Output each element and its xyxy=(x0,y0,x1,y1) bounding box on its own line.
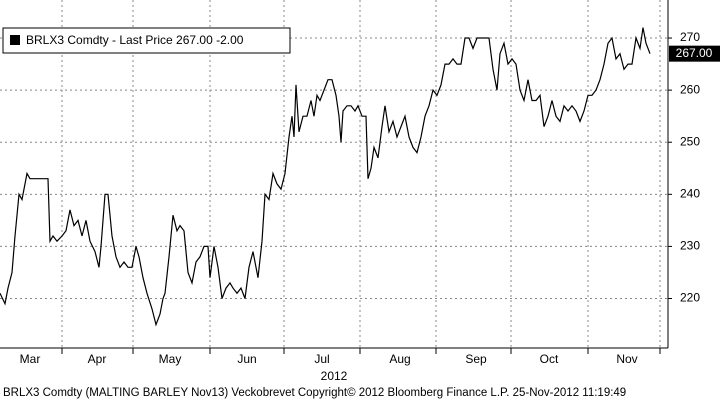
x-tick-label: May xyxy=(159,352,182,366)
footer: BRLX3 Comdty (MALTING BARLEY Nov13) Veck… xyxy=(3,387,626,399)
y-tick-label: 240 xyxy=(680,186,700,200)
x-tick-label: Aug xyxy=(389,352,410,366)
x-tick-label: Apr xyxy=(88,352,107,366)
price-line xyxy=(0,27,651,327)
y-tick-label: 230 xyxy=(680,239,700,253)
last-price-label: 267.00 xyxy=(676,46,713,60)
x-tick-label: Sep xyxy=(465,352,487,366)
last-price-tag xyxy=(669,45,720,62)
year-label: 2012 xyxy=(321,369,348,383)
x-tick-label: Jul xyxy=(314,352,329,366)
y-tick-label: 270 xyxy=(680,30,700,44)
y-tick-label: 260 xyxy=(680,82,700,96)
x-tick-label: Jun xyxy=(237,352,256,366)
legend-swatch xyxy=(10,35,20,45)
y-tick-label: 220 xyxy=(680,291,700,305)
y-tick-label: 250 xyxy=(680,134,700,148)
legend-box xyxy=(2,27,291,54)
legend: BRLX3 Comdty - Last Price 267.00 -2.00 xyxy=(2,27,291,54)
legend-label: BRLX3 Comdty - Last Price 267.00 -2.00 xyxy=(26,33,244,47)
x-tick-label: Oct xyxy=(540,352,559,366)
x-tick-label: Nov xyxy=(616,352,637,366)
x-tick-label: Mar xyxy=(20,352,41,366)
